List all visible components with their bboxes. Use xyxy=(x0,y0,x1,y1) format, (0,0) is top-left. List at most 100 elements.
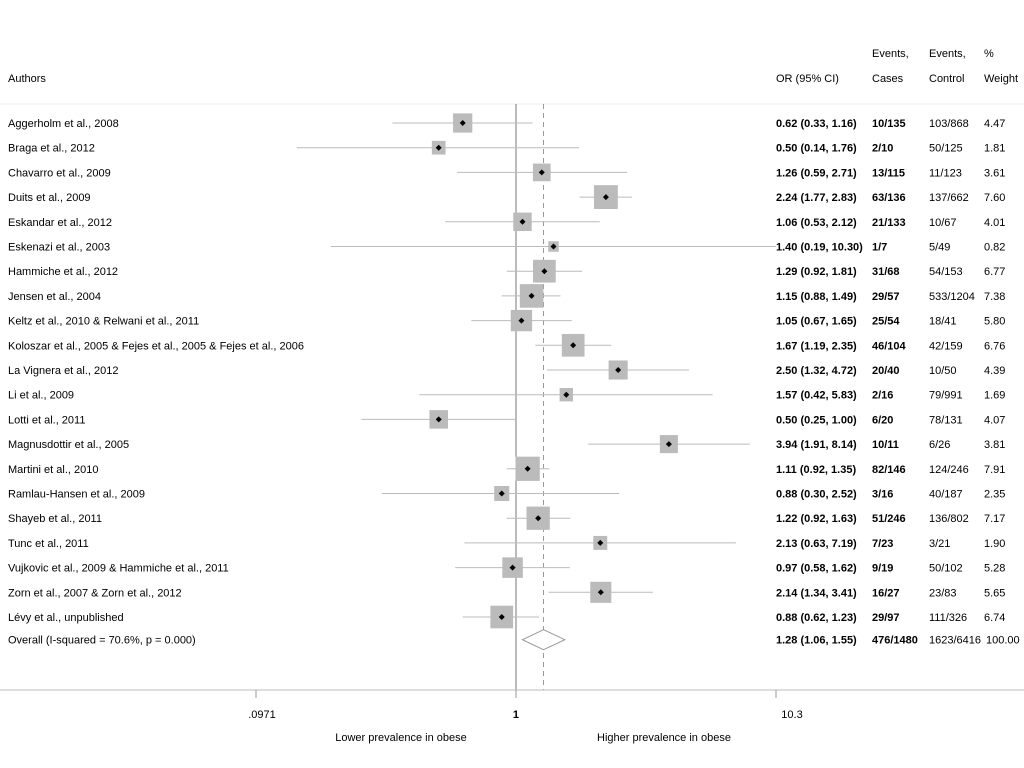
study-author: Aggerholm et al., 2008 xyxy=(8,118,119,130)
study-or-ci: 2.13 (0.63, 7.19) xyxy=(776,538,857,550)
study-events-cases: 1/7 xyxy=(872,242,887,254)
study-row: Braga et al., 2012 0.50 (0.14, 1.76) 2/10 5… xyxy=(8,140,1005,155)
study-author: Jensen et al., 2004 xyxy=(8,291,101,303)
study-weight: 2.35 xyxy=(984,489,1005,501)
study-events-control: 54/153 xyxy=(929,266,963,278)
study-events-cases: 10/135 xyxy=(872,118,906,130)
study-author: Duits et al., 2009 xyxy=(8,192,91,204)
point-estimate xyxy=(615,367,622,373)
study-events-control: 136/802 xyxy=(929,513,969,525)
study-events-control: 103/868 xyxy=(929,118,969,130)
study-events-cases: 3/16 xyxy=(872,489,893,501)
study-events-cases: 2/16 xyxy=(872,390,893,402)
study-events-cases: 29/97 xyxy=(872,612,900,624)
study-author: Lotti et al., 2011 xyxy=(8,414,85,426)
study-row: Zorn et al., 2007 & Zorn et al., 2012 2.1… xyxy=(8,581,1005,603)
study-weight: 5.80 xyxy=(984,316,1005,328)
study-row: Magnusdottir et al., 2005 3.94 (1.91, 8.1… xyxy=(8,435,1005,454)
study-or-ci: 3.94 (1.91, 8.14) xyxy=(776,439,857,451)
study-or-ci: 1.57 (0.42, 5.83) xyxy=(776,390,857,402)
header-events-control-line2: Control xyxy=(929,73,964,85)
study-or-ci: 1.22 (0.92, 1.63) xyxy=(776,513,857,525)
study-row: La Vignera et al., 2012 2.50 (1.32, 4.72)… xyxy=(8,360,1005,380)
study-weight: 7.38 xyxy=(984,291,1005,303)
point-estimate xyxy=(518,317,525,324)
study-author: Zorn et al., 2007 & Zorn et al., 2012 xyxy=(8,587,182,599)
point-estimate xyxy=(538,169,545,176)
study-weight: 4.01 xyxy=(984,217,1005,229)
point-estimate xyxy=(597,589,604,596)
study-events-cases: 82/146 xyxy=(872,464,906,476)
study-author: Lévy et al., unpublished xyxy=(8,612,124,624)
header-events-cases-line2: Cases xyxy=(872,73,904,85)
study-weight: 1.81 xyxy=(984,143,1005,155)
point-estimate xyxy=(602,194,609,201)
study-row: Tunc et al., 2011 2.13 (0.63, 7.19) 7/23 3/… xyxy=(8,535,1005,550)
overall-weight: 100.00 xyxy=(986,635,1020,647)
study-weight: 1.90 xyxy=(984,538,1005,550)
point-estimate xyxy=(550,243,557,250)
study-row: Hammiche et al., 2012 1.29 (0.92, 1.81) 31… xyxy=(8,259,1005,283)
study-row: Lévy et al., unpublished 0.88 (0.62, 1.23… xyxy=(8,605,1005,629)
study-events-control: 137/662 xyxy=(929,192,969,204)
overall-row: Overall (I-squared = 70.6%, p = 0.000) 1.… xyxy=(8,629,1020,651)
overall-or-ci: 1.28 (1.06, 1.55) xyxy=(776,635,857,647)
study-weight: 1.69 xyxy=(984,390,1005,402)
study-row: Lotti et al., 2011 0.50 (0.25, 1.00) 6/20 7… xyxy=(8,410,1005,429)
study-events-control: 3/21 xyxy=(929,538,950,550)
study-weight: 6.77 xyxy=(984,266,1005,278)
study-events-cases: 21/133 xyxy=(872,217,906,229)
study-or-ci: 0.97 (0.58, 1.62) xyxy=(776,563,857,575)
study-row: Jensen et al., 2004 1.15 (0.88, 1.49) 29/5… xyxy=(8,284,1005,308)
study-or-ci: 2.24 (1.77, 2.83) xyxy=(776,192,857,204)
study-author: Vujkovic et al., 2009 & Hammiche et al.,… xyxy=(8,563,229,575)
study-weight: 3.81 xyxy=(984,439,1005,451)
study-events-cases: 51/246 xyxy=(872,513,906,525)
study-events-cases: 25/54 xyxy=(872,316,900,328)
study-author: Braga et al., 2012 xyxy=(8,143,95,155)
point-estimate xyxy=(509,564,516,571)
study-author: Chavarro et al., 2009 xyxy=(8,167,111,179)
study-weight: 4.47 xyxy=(984,118,1005,130)
study-events-cases: 13/115 xyxy=(872,167,905,179)
study-row: Eskenazi et al., 2003 1.40 (0.19, 10.30) 1… xyxy=(8,241,1005,254)
study-row: Vujkovic et al., 2009 & Hammiche et al.,… xyxy=(8,557,1005,578)
study-or-ci: 0.62 (0.33, 1.16) xyxy=(776,118,857,130)
study-events-cases: 9/19 xyxy=(872,563,893,575)
point-estimate xyxy=(528,292,535,299)
study-or-ci: 0.50 (0.25, 1.00) xyxy=(776,414,857,426)
header-or: OR (95% CI) xyxy=(776,73,839,85)
study-or-ci: 1.05 (0.67, 1.65) xyxy=(776,316,857,328)
study-events-control: 40/187 xyxy=(929,489,963,501)
point-estimate xyxy=(597,539,604,546)
study-row: Li et al., 2009 1.57 (0.42, 5.83) 2/16 79/9… xyxy=(8,388,1005,402)
study-author: Eskenazi et al., 2003 xyxy=(8,242,110,254)
study-events-control: 10/50 xyxy=(929,365,957,377)
study-author: Li et al., 2009 xyxy=(8,390,74,402)
point-estimate xyxy=(498,490,505,497)
point-estimate xyxy=(519,218,526,225)
study-weight: 5.65 xyxy=(984,587,1005,599)
study-or-ci: 1.67 (1.19, 2.35) xyxy=(776,340,857,352)
header-weight-line2: Weight xyxy=(984,73,1018,85)
study-events-control: 50/102 xyxy=(929,563,963,575)
study-author: Magnusdottir et al., 2005 xyxy=(8,439,129,451)
study-row: Martini et al., 2010 1.11 (0.92, 1.35) 82/… xyxy=(8,456,1005,481)
study-events-control: 42/159 xyxy=(929,340,963,352)
x-axis-ticks: .0971 1 10.3 xyxy=(248,690,803,721)
study-events-cases: 7/23 xyxy=(872,538,893,550)
study-or-ci: 0.50 (0.14, 1.76) xyxy=(776,143,857,155)
study-row: Keltz et al., 2010 & Relwani et al., 201… xyxy=(8,309,1005,332)
study-row: Ramlau-Hansen et al., 2009 0.88 (0.30, 2.… xyxy=(8,485,1005,502)
study-events-cases: 16/27 xyxy=(872,587,900,599)
study-events-control: 124/246 xyxy=(929,464,969,476)
study-events-control: 111/326 xyxy=(929,612,967,624)
study-weight: 0.82 xyxy=(984,242,1005,254)
overall-diamond xyxy=(521,629,567,651)
study-or-ci: 1.15 (0.88, 1.49) xyxy=(776,291,857,303)
overall-events-cases: 476/1480 xyxy=(872,635,918,647)
study-weight: 4.07 xyxy=(984,414,1005,426)
point-estimate xyxy=(665,441,672,448)
x-axis: .0971 1 10.3 Lower prevalence in obese Hig… xyxy=(0,689,1024,744)
point-estimate xyxy=(524,465,531,472)
